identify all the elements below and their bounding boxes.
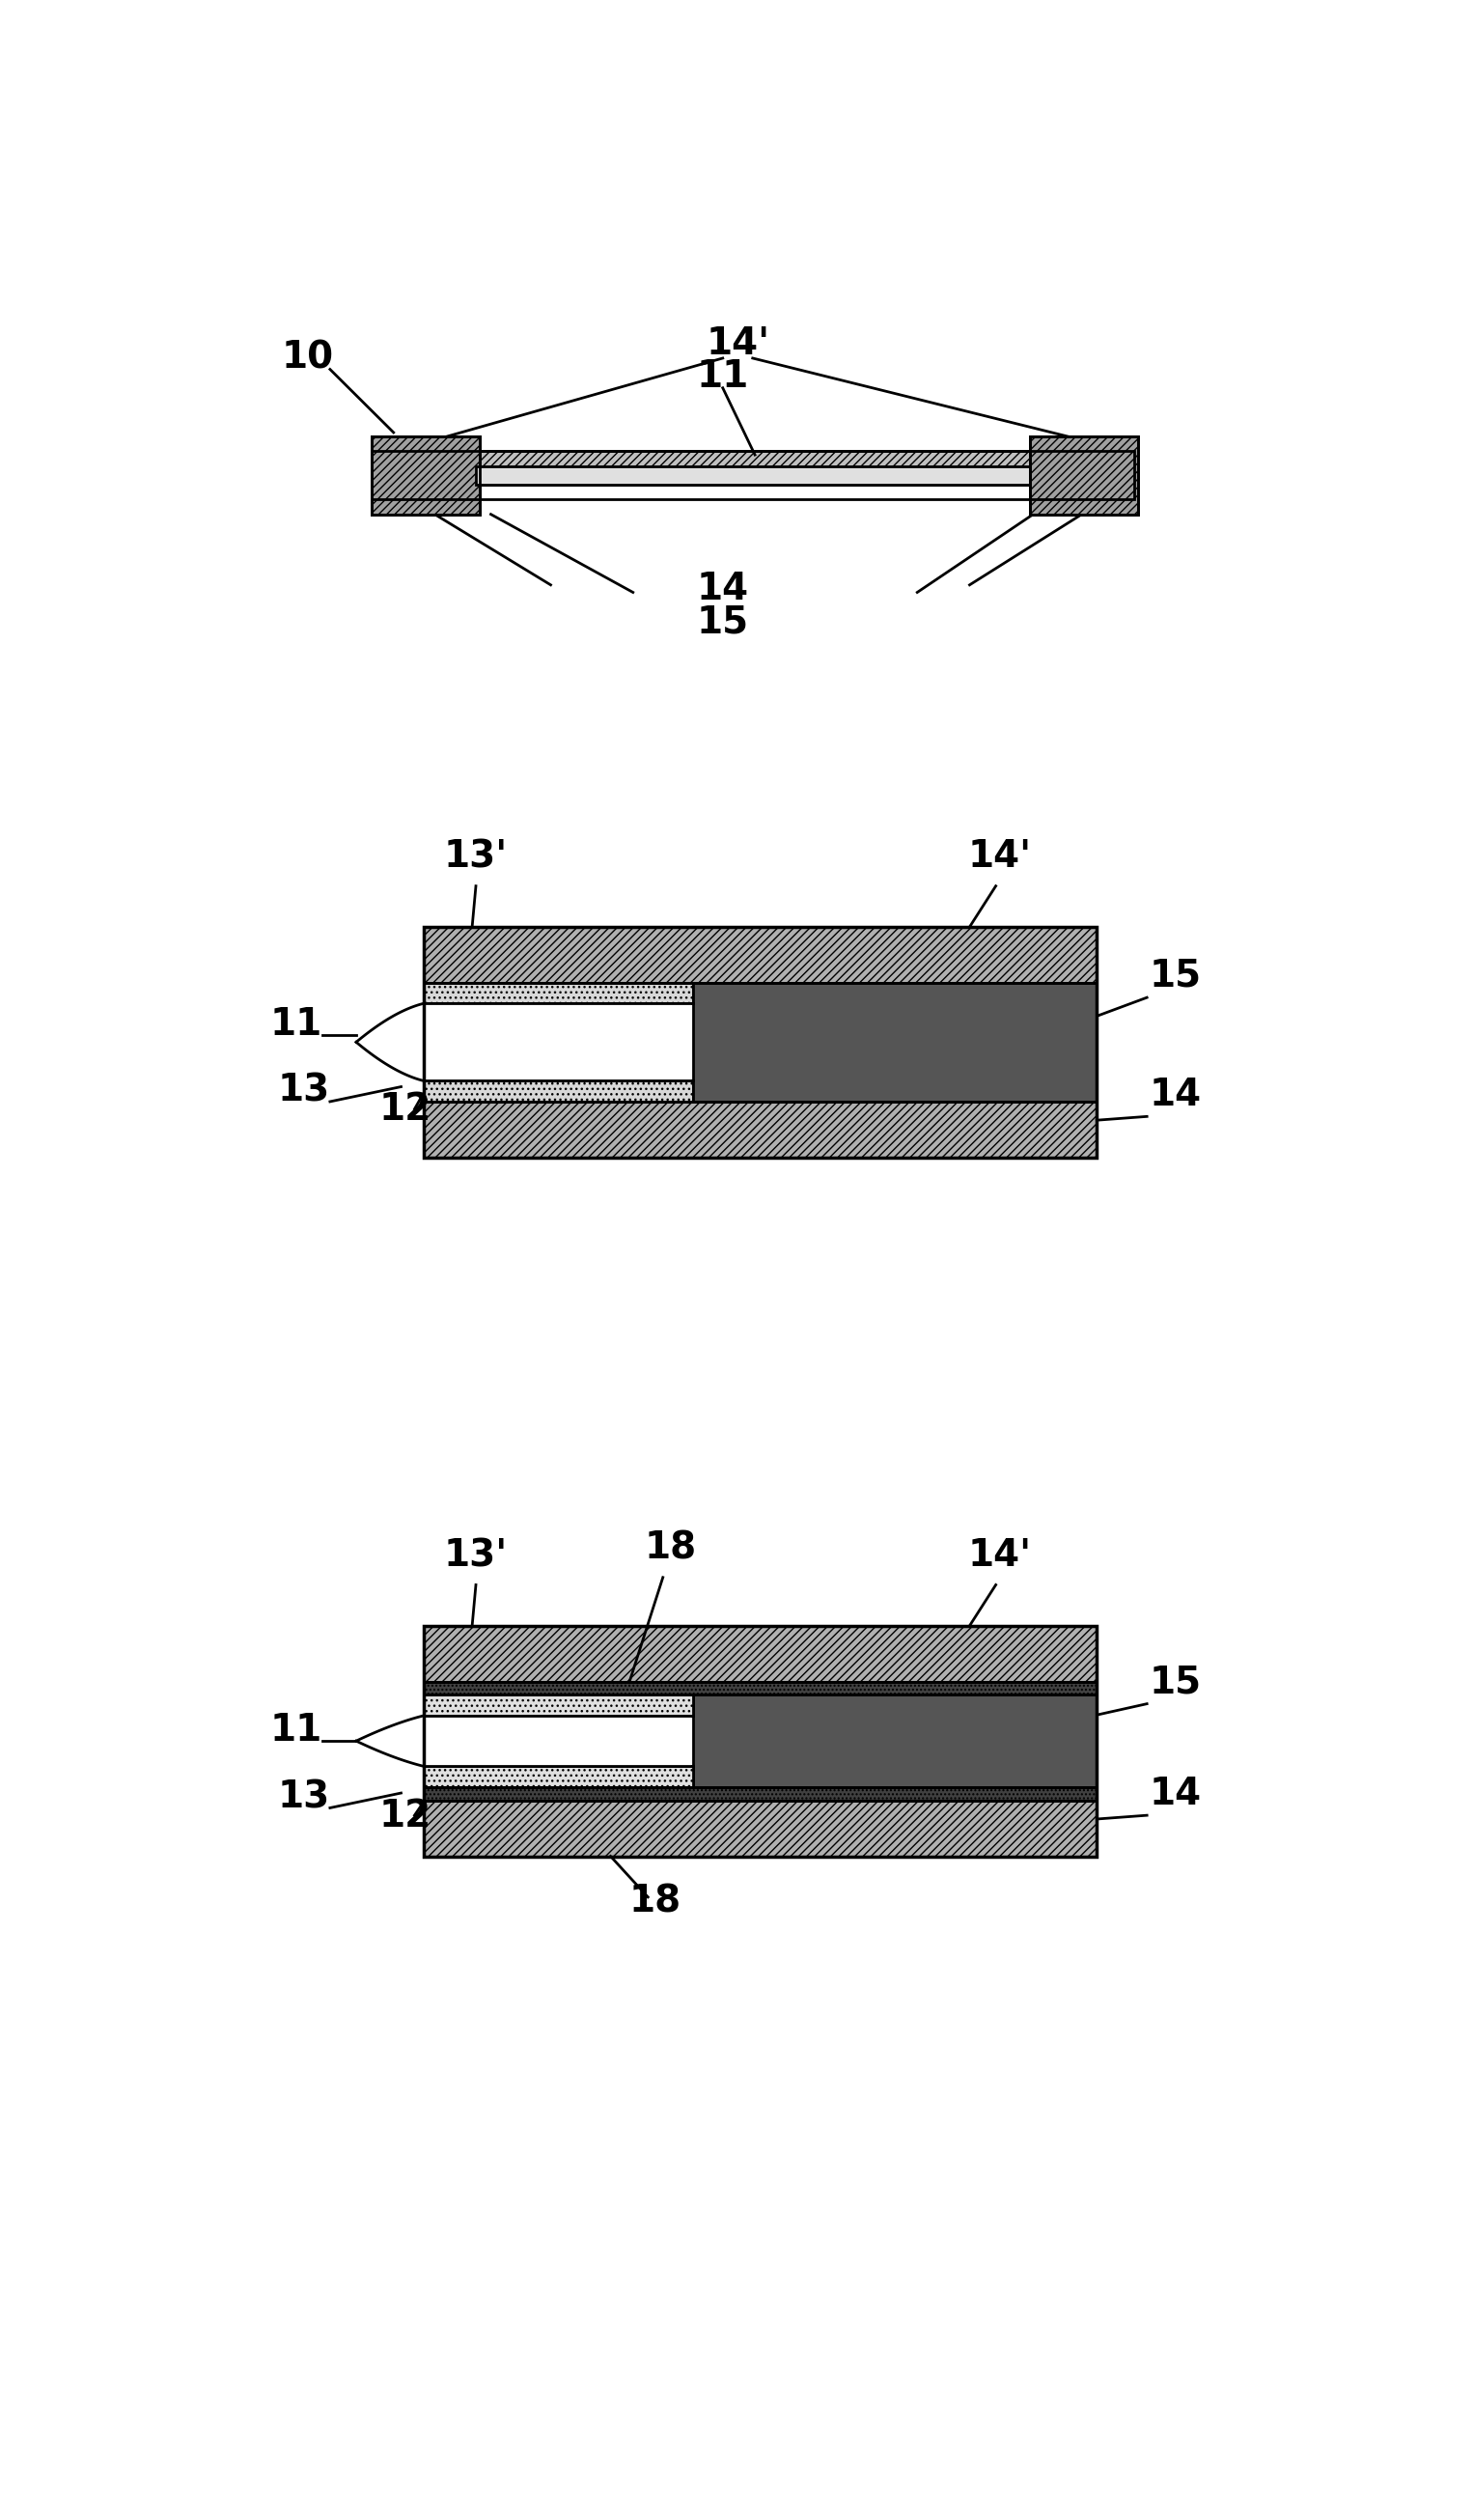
Text: 11: 11 xyxy=(697,358,748,396)
Text: 13: 13 xyxy=(277,1074,330,1109)
Text: 11: 11 xyxy=(270,1711,323,1749)
Text: 14: 14 xyxy=(1149,1076,1202,1114)
Bar xyxy=(476,466,1030,484)
Text: 13': 13' xyxy=(443,839,508,874)
Bar xyxy=(692,1696,1097,1787)
Bar xyxy=(692,983,1097,1101)
Bar xyxy=(371,466,1134,484)
Text: 14': 14' xyxy=(968,1537,1031,1575)
Bar xyxy=(1030,436,1139,514)
Bar xyxy=(424,1625,1097,1681)
Text: 14': 14' xyxy=(706,325,769,363)
Text: 18: 18 xyxy=(644,1530,697,1567)
Text: 12: 12 xyxy=(379,1797,432,1835)
Bar xyxy=(424,983,692,1003)
Text: 13': 13' xyxy=(443,1537,508,1575)
Bar xyxy=(371,436,480,514)
Text: 11: 11 xyxy=(270,1005,323,1043)
Bar xyxy=(424,1681,1097,1696)
Bar xyxy=(424,1799,1097,1857)
Bar xyxy=(424,1787,1097,1799)
Bar xyxy=(424,927,1097,983)
Bar xyxy=(424,1081,692,1101)
Bar xyxy=(371,451,1134,499)
Text: 15: 15 xyxy=(1149,1663,1202,1701)
Text: 13: 13 xyxy=(277,1779,330,1814)
Text: 14: 14 xyxy=(1149,1774,1202,1812)
Text: 12: 12 xyxy=(379,1091,432,1129)
Bar xyxy=(371,436,480,514)
Bar xyxy=(424,1625,1097,1857)
Bar xyxy=(426,1716,691,1767)
Text: 15: 15 xyxy=(1149,958,1202,993)
Bar xyxy=(424,1767,692,1787)
Bar xyxy=(371,451,1134,466)
Bar xyxy=(1030,436,1139,514)
Bar xyxy=(424,1101,1097,1157)
Text: 14: 14 xyxy=(697,570,748,607)
Bar xyxy=(426,1003,691,1081)
Bar xyxy=(424,927,1097,1157)
Text: 18: 18 xyxy=(629,1882,682,1920)
Text: 15: 15 xyxy=(697,605,748,640)
Text: 14': 14' xyxy=(968,839,1031,874)
Text: 10: 10 xyxy=(281,340,334,375)
Bar xyxy=(424,1696,692,1716)
